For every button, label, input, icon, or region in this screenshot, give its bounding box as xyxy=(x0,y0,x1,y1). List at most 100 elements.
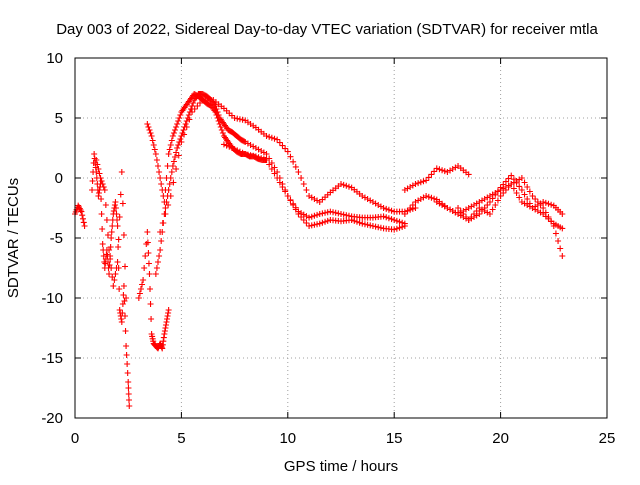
data-point xyxy=(116,286,123,292)
data-point xyxy=(396,224,403,231)
data-point xyxy=(156,253,163,259)
data-point xyxy=(385,215,392,222)
data-point xyxy=(167,142,174,148)
data-point xyxy=(465,171,472,178)
data-point xyxy=(197,100,204,106)
data-point xyxy=(239,116,246,123)
data-point xyxy=(172,127,179,133)
data-point xyxy=(279,142,286,149)
data-point xyxy=(268,160,275,166)
data-point xyxy=(274,175,281,181)
data-point xyxy=(271,135,278,142)
data-point xyxy=(139,281,146,288)
data-point xyxy=(81,223,88,229)
data-point xyxy=(478,197,485,204)
data-point xyxy=(534,208,541,214)
data-point xyxy=(94,161,101,168)
data-point xyxy=(557,245,564,252)
data-point xyxy=(166,181,173,187)
data-point xyxy=(308,222,315,229)
data-point xyxy=(170,158,177,165)
data-point xyxy=(489,195,496,202)
data-point xyxy=(217,124,224,130)
data-point xyxy=(274,169,281,175)
data-point xyxy=(455,205,462,211)
data-point xyxy=(393,217,400,224)
data-point xyxy=(516,176,523,183)
data-point xyxy=(80,219,87,226)
data-point xyxy=(107,256,114,262)
y-tick-label: -5 xyxy=(50,230,63,247)
data-point xyxy=(284,148,291,155)
data-point xyxy=(147,130,154,136)
data-point xyxy=(534,202,541,208)
data-point xyxy=(295,169,302,175)
data-point xyxy=(146,271,153,277)
data-point xyxy=(172,154,179,160)
data-point xyxy=(484,194,491,201)
data-point xyxy=(165,151,172,157)
data-point xyxy=(173,124,180,130)
data-point xyxy=(471,202,477,208)
data-point xyxy=(377,224,384,231)
data-point xyxy=(409,182,416,189)
data-point xyxy=(156,169,163,175)
data-point xyxy=(116,214,123,220)
data-point xyxy=(244,151,251,158)
data-point xyxy=(120,232,127,238)
data-point xyxy=(122,263,129,270)
data-point xyxy=(540,199,547,205)
data-point xyxy=(415,197,422,204)
data-point xyxy=(340,181,347,188)
data-point xyxy=(119,200,126,207)
data-point xyxy=(266,133,273,140)
data-point xyxy=(404,208,411,214)
data-point xyxy=(106,271,113,277)
data-point xyxy=(322,209,329,216)
data-point xyxy=(220,141,227,148)
data-point xyxy=(407,184,414,190)
data-point xyxy=(524,184,531,190)
series-track-rise-c xyxy=(157,97,419,235)
data-point xyxy=(314,221,321,228)
data-point xyxy=(182,121,189,127)
data-point xyxy=(468,214,475,220)
data-point xyxy=(228,145,235,151)
data-point xyxy=(146,127,153,133)
data-point xyxy=(112,199,119,205)
data-point xyxy=(247,142,254,148)
data-point xyxy=(510,176,517,183)
data-point xyxy=(276,139,283,146)
data-point xyxy=(144,121,151,127)
data-point xyxy=(213,106,220,112)
data-point xyxy=(383,214,390,221)
data-point xyxy=(518,175,525,181)
data-point xyxy=(144,229,151,235)
data-point xyxy=(417,179,424,186)
data-point xyxy=(287,196,294,203)
data-point xyxy=(255,154,262,161)
data-point xyxy=(500,190,507,196)
data-point xyxy=(215,112,222,118)
data-point xyxy=(234,147,241,154)
data-point xyxy=(425,193,432,200)
data-point xyxy=(537,200,544,207)
data-point xyxy=(274,136,281,143)
data-point xyxy=(114,259,121,265)
data-point xyxy=(508,181,515,187)
data-point xyxy=(117,191,124,198)
data-point xyxy=(165,202,172,208)
data-point xyxy=(540,205,547,211)
data-point xyxy=(388,207,395,214)
series-track-dip xyxy=(135,229,172,352)
data-point xyxy=(505,175,512,182)
data-point xyxy=(463,214,470,220)
data-point xyxy=(401,187,408,193)
data-point xyxy=(298,175,305,181)
data-point xyxy=(189,109,196,115)
data-point xyxy=(505,184,512,190)
data-point xyxy=(147,286,154,292)
data-point xyxy=(157,247,164,253)
series-track-early-a xyxy=(72,202,88,229)
data-point xyxy=(439,167,446,174)
